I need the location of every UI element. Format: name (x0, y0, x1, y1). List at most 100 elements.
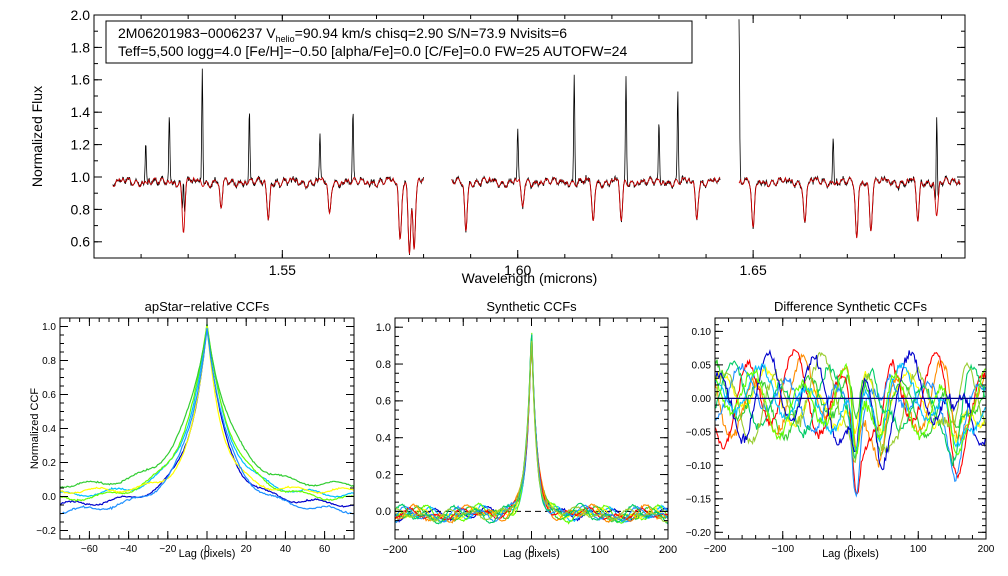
difference-ccf-series (714, 349, 986, 471)
synthetic-ccf-series (394, 334, 669, 523)
apstar-ccf-series (59, 324, 355, 502)
annotation-box (105, 20, 693, 64)
annotation-prefix: 2M06201983−0006237 V (118, 25, 276, 41)
x-tick-label: −100 (451, 544, 476, 556)
x-tick-label: −60 (81, 544, 98, 555)
y-tick-label: −0.10 (686, 461, 712, 472)
y-tick-label: −0.15 (686, 494, 712, 505)
y-tick-label: 0.4 (42, 424, 56, 435)
synthetic-ccf-ticks: −200 −100 0 100 200 0.0 0.2 0.4 0.6 0.8 1.0 (376, 318, 677, 556)
spectrum-lines (112, 19, 961, 256)
synthetic-ccf-series (394, 334, 669, 524)
apstar-ccf-series (59, 323, 355, 498)
synthetic-ccf-series (395, 340, 668, 524)
apstar-ccf-y-label: Normalized CCF (29, 388, 41, 470)
y-tick-label: 0.8 (376, 359, 391, 371)
difference-ccf-series (714, 349, 986, 495)
annotation-line-1: 2M06201983−0006237 Vhelio=90.94 km/s chi… (118, 25, 567, 44)
x-tick-label: −40 (120, 544, 137, 555)
spectrum-x-label: Wavelength (microns) (462, 270, 598, 286)
spectrum-y-label: Normalized Flux (29, 86, 45, 187)
apstar-ccf-series (59, 326, 355, 495)
difference-ccf-series (714, 362, 986, 456)
x-tick-label: −200 (383, 544, 408, 556)
apstar-ccf-x-label: Lag (pixels) (179, 548, 236, 560)
y-tick-label: 0.2 (376, 469, 391, 481)
y-tick-label: 0.6 (376, 396, 391, 408)
y-tick-label: 1.0 (376, 322, 391, 334)
apstar-ccf-lines (59, 323, 355, 515)
difference-ccf-lines (714, 349, 986, 498)
difference-ccf-title: Difference Synthetic CCFs (774, 299, 927, 314)
synthetic-ccf-title: Synthetic CCFs (486, 299, 577, 314)
y-tick-label: 1.0 (42, 322, 56, 333)
x-tick-label: 0 (204, 544, 210, 555)
synthetic-ccf-series (394, 332, 669, 525)
x-tick-label: 20 (241, 544, 253, 555)
spectrum-observed-line (738, 19, 961, 239)
x-tick-label: −100 (771, 544, 794, 555)
y-tick-label: −0.2 (36, 526, 56, 537)
y-tick-label: 0.8 (42, 356, 56, 367)
synthetic-ccf-series (394, 335, 669, 525)
y-tick-label: 2.0 (71, 7, 91, 23)
x-tick-label: 200 (659, 544, 677, 556)
x-tick-label: 60 (319, 544, 331, 555)
synthetic-ccf-series (394, 338, 669, 522)
spectrum-observed-line (451, 74, 721, 233)
y-tick-label: 0.6 (71, 234, 91, 250)
spectrum-frame (93, 14, 966, 259)
x-tick-label: 0 (848, 544, 854, 555)
y-tick-label: 0.0 (42, 492, 56, 503)
spectrum-annotation: 2M06201983−0006237 Vhelio=90.94 km/s chi… (105, 20, 693, 64)
x-tick-label: 0 (528, 544, 534, 556)
y-tick-label: 0.6 (42, 390, 56, 401)
x-tick-label: 40 (280, 544, 292, 555)
synthetic-ccf-x-label: Lag (pixels) (503, 548, 560, 560)
spectrum-observed-line (112, 68, 424, 256)
y-tick-label: 0.4 (376, 433, 391, 445)
synthetic-ccf-lines (394, 332, 669, 525)
synthetic-ccf-series (394, 340, 668, 523)
y-tick-label: 1.4 (71, 104, 91, 120)
y-tick-label: 0.2 (42, 458, 56, 469)
y-tick-label: 0.10 (692, 327, 712, 338)
spectrum-panel: 1.55 1.60 1.65 0.6 0.8 1.0 1.2 1.4 1.6 1.8 2.0 2M0… (29, 7, 966, 286)
annotation-line-2: Teff=5,500 logg=4.0 [Fe/H]=−0.50 [alpha/… (118, 43, 627, 59)
synthetic-ccf-series (394, 339, 669, 524)
annotation-subscript: helio (276, 34, 295, 44)
x-tick-label: 100 (591, 544, 609, 556)
y-tick-label: 1.6 (71, 72, 91, 88)
x-tick-label: 100 (910, 544, 927, 555)
y-tick-label: 1.2 (71, 137, 91, 153)
y-tick-label: 0.05 (692, 360, 712, 371)
x-tick-label: −200 (704, 544, 727, 555)
difference-ccf-panel: −200 −100 0 100 200 −0.20 −0.15 −0.10 −0.05 0.00 0… (686, 299, 995, 560)
y-tick-label: 0.00 (692, 394, 712, 405)
annotation-suffix: =90.94 km/s chisq=2.90 S/N=73.9 Nvisits=… (295, 25, 568, 41)
apstar-ccf-ticks: −60 −40 −20 0 20 40 60 −0.2 0.0 0.2 0.4 0.6 0.8 1.0 (36, 318, 355, 555)
y-tick-label: −0.05 (686, 427, 712, 438)
spectrum-ticks: 1.55 1.60 1.65 0.6 0.8 1.0 1.2 1.4 1.6 1.8 2.0 (71, 7, 965, 278)
apstar-ccf-series (59, 328, 355, 489)
x-tick-label: 200 (978, 544, 995, 555)
apstar-ccf-panel: −60 −40 −20 0 20 40 60 −0.2 0.0 0.2 0.4 0.6 0.8 1.0 a… (29, 299, 355, 560)
spectrum-model-line (451, 176, 721, 232)
y-tick-label: 1.8 (71, 39, 91, 55)
x-tick-label: 1.60 (504, 262, 531, 278)
apstar-ccf-series (59, 327, 354, 515)
y-tick-label: 0.8 (71, 201, 91, 217)
synthetic-ccf-series (394, 340, 669, 524)
y-tick-label: 1.0 (71, 169, 91, 185)
apstar-ccf-title: apStar−relative CCFs (145, 299, 270, 314)
x-tick-label: 1.65 (740, 262, 767, 278)
difference-ccf-series (714, 351, 986, 464)
y-tick-label: −0.20 (686, 528, 712, 539)
synthetic-ccf-series (394, 336, 668, 521)
x-tick-label: −20 (159, 544, 176, 555)
y-tick-label: 0.0 (376, 506, 391, 518)
x-tick-label: 1.55 (269, 262, 296, 278)
difference-ccf-x-label: Lag (pixels) (822, 548, 879, 560)
difference-ccf-ticks: −200 −100 0 100 200 −0.20 −0.15 −0.10 −0.05 0.00 0… (686, 318, 995, 555)
